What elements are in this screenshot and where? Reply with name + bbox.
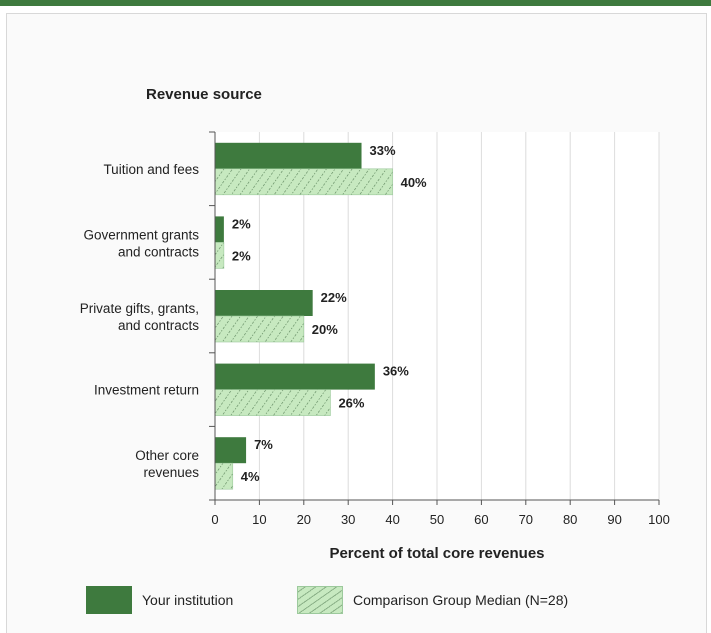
category-label: and contracts: [118, 244, 199, 259]
bar-comparison-median: [214, 462, 234, 490]
bar-comparison-median: [214, 315, 305, 343]
legend-item-comparison-median: Comparison Group Median (N=28): [297, 586, 568, 614]
data-label-your-institution: 36%: [383, 364, 409, 379]
legend-swatch-hatched: [297, 586, 343, 614]
x-tick-label: 100: [648, 512, 670, 527]
x-tick-label: 40: [385, 512, 399, 527]
category-label: revenues: [143, 465, 199, 480]
bar-your-institution: [215, 142, 362, 169]
category-label: Investment return: [94, 383, 199, 398]
x-tick-label: 70: [519, 512, 533, 527]
data-label-comparison-median: 20%: [312, 322, 338, 337]
data-label-comparison-median: 2%: [232, 248, 251, 263]
bar-chart: 0 10 20 30 40 50 60 70 80 90 100 Tuition and fees 33…: [80, 131, 670, 562]
legend-item-your-institution: Your institution: [86, 586, 233, 614]
bar-your-institution: [215, 290, 313, 316]
x-axis-title: Percent of total core revenues: [329, 545, 544, 562]
data-label-comparison-median: 40%: [401, 175, 427, 190]
category-label: Tuition and fees: [103, 162, 199, 177]
data-label-your-institution: 33%: [370, 143, 396, 158]
data-label-your-institution: 22%: [321, 290, 347, 305]
x-tick-label: 0: [211, 512, 218, 527]
category-label: Private gifts, grants,: [80, 301, 199, 316]
category-label: Other core: [135, 448, 199, 463]
data-label-comparison-median: 4%: [241, 469, 260, 484]
category-label: Government grants: [83, 227, 199, 242]
x-tick-label: 50: [430, 512, 444, 527]
chart-title: Revenue source: [146, 86, 262, 103]
data-label-your-institution: 7%: [254, 437, 273, 452]
category-label: and contracts: [118, 318, 199, 333]
legend-swatch-solid: [86, 586, 132, 614]
x-tick-label: 10: [252, 512, 266, 527]
x-tick-label: 30: [341, 512, 355, 527]
bar-comparison-median: [214, 168, 393, 196]
x-tick-label: 80: [563, 512, 577, 527]
data-label-your-institution: 2%: [232, 216, 251, 231]
top-accent-rule: [0, 0, 711, 6]
x-tick-label: 60: [474, 512, 488, 527]
data-label-comparison-median: 26%: [338, 396, 364, 411]
legend-label: Comparison Group Median (N=28): [353, 592, 569, 608]
bar-your-institution: [215, 216, 224, 243]
bar-your-institution: [215, 437, 247, 464]
legend-label: Your institution: [142, 592, 234, 608]
bar-your-institution: [215, 363, 375, 390]
bar-comparison-median: [214, 389, 331, 416]
x-tick-label: 20: [297, 512, 311, 527]
x-tick-label: 90: [607, 512, 621, 527]
bar-comparison-median: [214, 242, 225, 269]
